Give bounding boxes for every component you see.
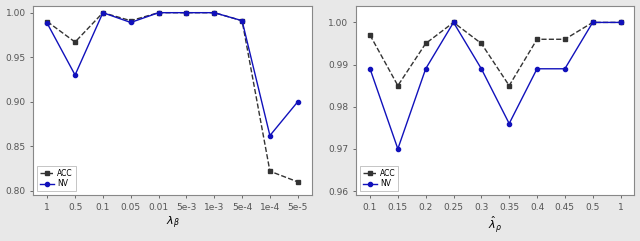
ACC — [617, 21, 625, 24]
ACC — [238, 19, 246, 22]
ACC — [182, 11, 190, 14]
NV — [617, 21, 625, 24]
NV — [533, 67, 541, 70]
ACC — [589, 21, 596, 24]
ACC — [127, 19, 134, 22]
Line: NV: NV — [45, 11, 300, 138]
ACC — [211, 11, 218, 14]
ACC — [99, 11, 107, 14]
NV — [71, 74, 79, 76]
NV — [44, 22, 51, 25]
ACC — [533, 38, 541, 41]
ACC — [266, 170, 274, 173]
Legend: ACC, NV: ACC, NV — [360, 166, 399, 191]
NV — [394, 147, 402, 150]
Line: NV: NV — [368, 20, 623, 151]
NV — [589, 21, 596, 24]
ACC — [477, 42, 485, 45]
ACC — [422, 42, 429, 45]
NV — [99, 11, 107, 14]
ACC — [294, 181, 301, 183]
NV — [366, 67, 374, 70]
NV — [211, 11, 218, 14]
NV — [477, 67, 485, 70]
NV — [422, 67, 429, 70]
X-axis label: $\lambda_{\beta}$: $\lambda_{\beta}$ — [166, 215, 179, 231]
NV — [561, 67, 569, 70]
NV — [294, 100, 301, 103]
Line: ACC: ACC — [368, 20, 623, 88]
NV — [155, 11, 163, 14]
ACC — [155, 11, 163, 14]
ACC — [450, 21, 458, 24]
NV — [506, 122, 513, 125]
X-axis label: $\hat{\lambda}_{\rho}$: $\hat{\lambda}_{\rho}$ — [488, 215, 502, 235]
ACC — [394, 84, 402, 87]
NV — [127, 21, 134, 24]
NV — [238, 19, 246, 22]
ACC — [44, 20, 51, 23]
Legend: ACC, NV: ACC, NV — [37, 166, 76, 191]
NV — [450, 21, 458, 24]
NV — [266, 134, 274, 137]
ACC — [366, 33, 374, 36]
NV — [182, 11, 190, 14]
Line: ACC: ACC — [45, 11, 300, 184]
ACC — [561, 38, 569, 41]
ACC — [506, 84, 513, 87]
ACC — [71, 41, 79, 44]
